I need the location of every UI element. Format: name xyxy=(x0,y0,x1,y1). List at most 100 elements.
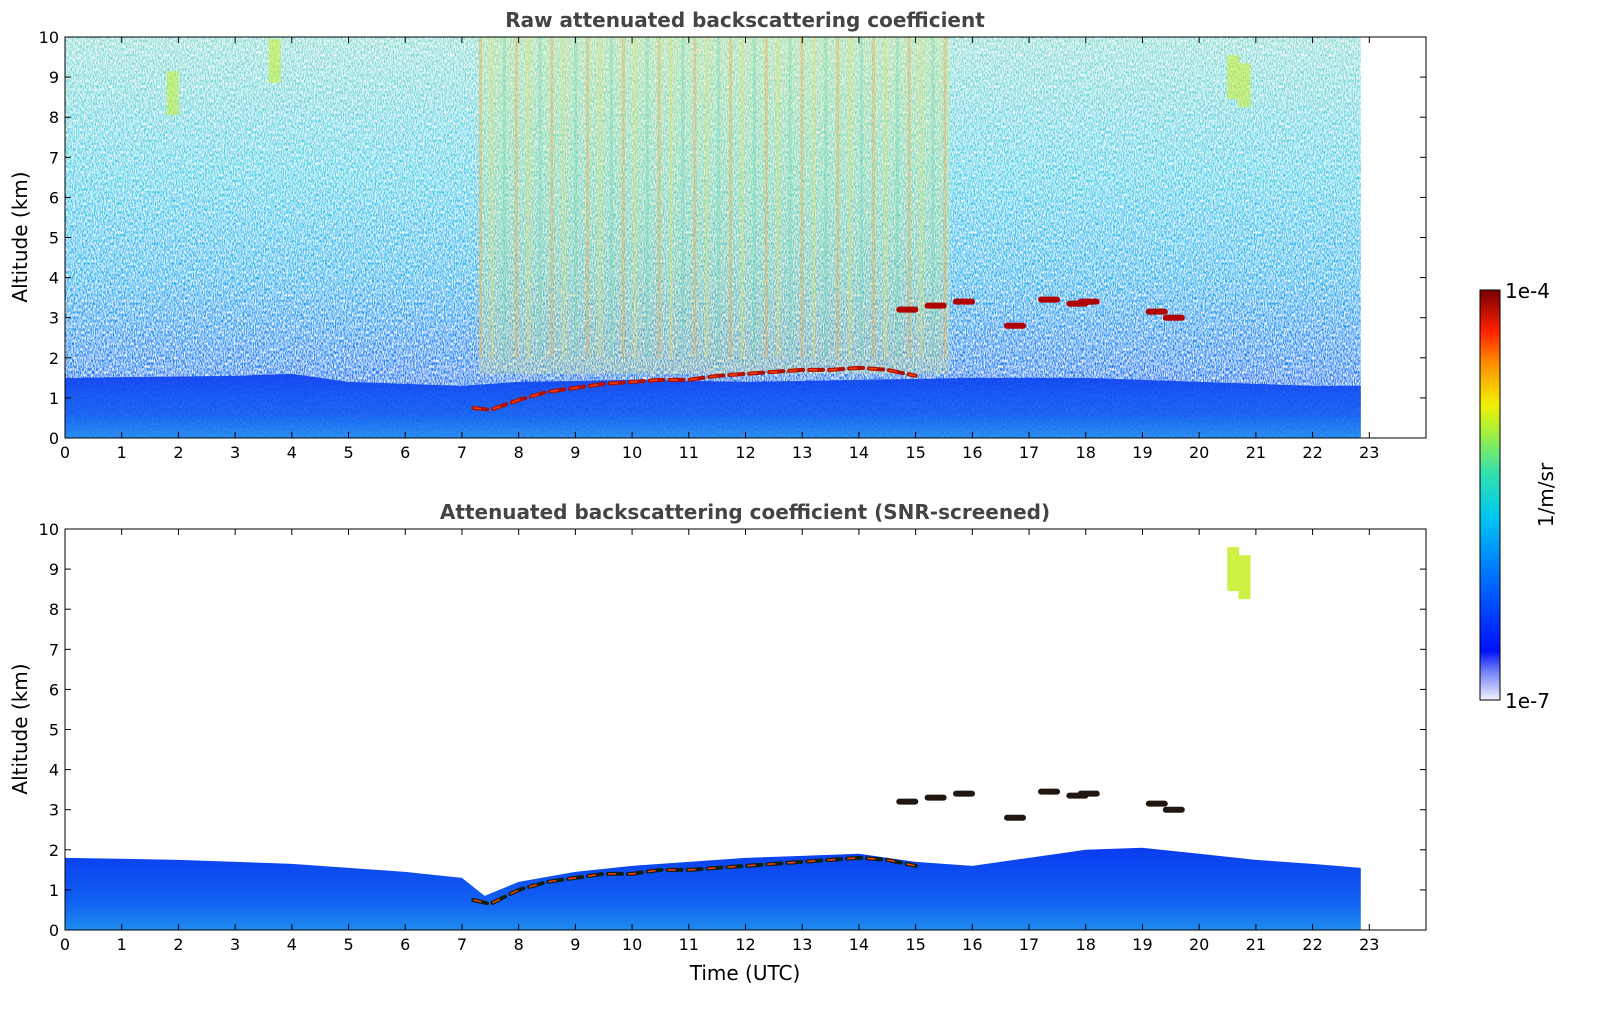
x-tick-label: 13 xyxy=(792,935,812,954)
y-tick-label: 7 xyxy=(49,640,59,659)
raw-noise-speckle xyxy=(65,37,1361,438)
x-tick-label: 6 xyxy=(400,935,410,954)
noise-streak xyxy=(514,37,518,358)
x-tick-label: 14 xyxy=(849,443,869,462)
x-tick-label: 23 xyxy=(1359,443,1379,462)
noise-streak xyxy=(598,37,602,358)
noise-streak xyxy=(776,37,780,358)
mid-cloud xyxy=(896,306,919,313)
y-tick-label: 9 xyxy=(49,560,59,579)
cirrus-patch xyxy=(1238,63,1251,108)
x-tick-label: 19 xyxy=(1132,935,1152,954)
noise-streak xyxy=(848,37,852,358)
y-tick-label: 3 xyxy=(49,801,59,820)
cirrus-patch xyxy=(166,71,179,116)
x-tick-label: 8 xyxy=(514,935,524,954)
raw-panel-title: Raw attenuated backscattering coefficien… xyxy=(505,8,985,32)
x-tick-label: 16 xyxy=(962,935,982,954)
raw-features xyxy=(65,37,1361,438)
x-tick-label: 9 xyxy=(570,443,580,462)
x-tick-label: 7 xyxy=(457,443,467,462)
x-tick-label: 0 xyxy=(60,935,70,954)
x-tick-label: 19 xyxy=(1132,443,1152,462)
x-tick-label: 10 xyxy=(622,443,642,462)
cirrus-patch xyxy=(1227,55,1240,100)
mid-cloud xyxy=(1077,298,1100,305)
x-tick-label: 15 xyxy=(905,935,925,954)
cloud-base-highlight xyxy=(473,857,916,905)
cloud-base-highlight xyxy=(473,367,916,411)
colorbar-gradient xyxy=(1479,289,1501,701)
noise-streak xyxy=(621,37,625,358)
y-tick-label: 6 xyxy=(49,188,59,207)
noise-streak xyxy=(907,37,911,358)
x-tick-label: 2 xyxy=(173,935,183,954)
noise-streak xyxy=(645,37,649,358)
colorbar-max-label: 1e-4 xyxy=(1505,279,1550,303)
noise-streak xyxy=(752,37,756,358)
x-tick-label: 20 xyxy=(1189,935,1209,954)
x-axis-label: Time (UTC) xyxy=(689,961,801,985)
raw-y-axis-label: Altitude (km) xyxy=(8,171,32,302)
y-tick-label: 10 xyxy=(39,520,59,539)
noise-streak xyxy=(740,37,744,358)
y-tick-label: 5 xyxy=(49,721,59,740)
screened-axes: 0 1 2 3 4 5 6 7 8 9 10 11 12 13 14 15 16 17 18 19 20 21 22 2301… xyxy=(39,520,1426,954)
x-tick-label: 9 xyxy=(570,935,580,954)
x-tick-label: 17 xyxy=(1019,443,1039,462)
y-tick-label: 3 xyxy=(49,309,59,328)
noise-streak xyxy=(931,37,935,358)
noise-streak xyxy=(919,37,923,358)
mid-cloud xyxy=(924,302,947,309)
x-tick-label: 4 xyxy=(287,443,297,462)
mid-cloud xyxy=(1004,322,1027,329)
noise-streak xyxy=(526,37,530,358)
noise-streak xyxy=(883,37,887,358)
cirrus-patch xyxy=(268,39,281,84)
y-tick-label: 2 xyxy=(49,349,59,368)
noise-streak xyxy=(633,37,637,358)
noise-streak xyxy=(478,37,482,358)
y-tick-label: 0 xyxy=(49,429,59,448)
x-tick-label: 5 xyxy=(343,935,353,954)
noise-streak xyxy=(764,37,768,358)
x-tick-label: 12 xyxy=(735,443,755,462)
noise-streak xyxy=(669,37,673,358)
y-tick-label: 9 xyxy=(49,68,59,87)
mid-cloud xyxy=(1162,314,1185,321)
noise-streak xyxy=(586,37,590,358)
raw-backscatter-panel: Raw attenuated backscattering coefficien… xyxy=(8,8,1427,462)
x-tick-label: 7 xyxy=(457,935,467,954)
x-tick-label: 14 xyxy=(849,935,869,954)
noise-streak xyxy=(943,37,947,358)
y-tick-label: 1 xyxy=(49,881,59,900)
x-tick-label: 21 xyxy=(1246,443,1266,462)
cirrus-patch xyxy=(1227,547,1240,592)
x-tick-label: 8 xyxy=(514,443,524,462)
noise-streak xyxy=(800,37,804,358)
noise-streak xyxy=(609,37,613,358)
y-tick-label: 8 xyxy=(49,600,59,619)
x-tick-label: 4 xyxy=(287,935,297,954)
boundary-layer xyxy=(65,373,1361,438)
screened-backscatter-panel: Attenuated backscattering coefficient (S… xyxy=(8,500,1427,985)
x-tick-label: 3 xyxy=(230,935,240,954)
screened-panel-title: Attenuated backscattering coefficient (S… xyxy=(440,500,1050,524)
noise-streak xyxy=(812,37,816,358)
x-tick-label: 22 xyxy=(1302,935,1322,954)
y-tick-label: 8 xyxy=(49,108,59,127)
y-tick-label: 6 xyxy=(49,680,59,699)
mid-cloud xyxy=(1162,806,1185,813)
screened-features xyxy=(65,547,1361,930)
x-tick-label: 20 xyxy=(1189,443,1209,462)
mid-cloud xyxy=(1077,790,1100,797)
x-tick-label: 10 xyxy=(622,935,642,954)
raw-axes: 0 1 2 3 4 5 6 7 8 9 10 11 12 13 14 15 16 17 18 19 20 21 22 2301… xyxy=(39,28,1426,462)
x-tick-label: 23 xyxy=(1359,935,1379,954)
noise-streak xyxy=(788,37,792,358)
x-tick-label: 12 xyxy=(735,935,755,954)
boundary-layer xyxy=(65,847,1361,930)
mid-cloud xyxy=(924,794,947,801)
mid-cloud xyxy=(1004,814,1027,821)
